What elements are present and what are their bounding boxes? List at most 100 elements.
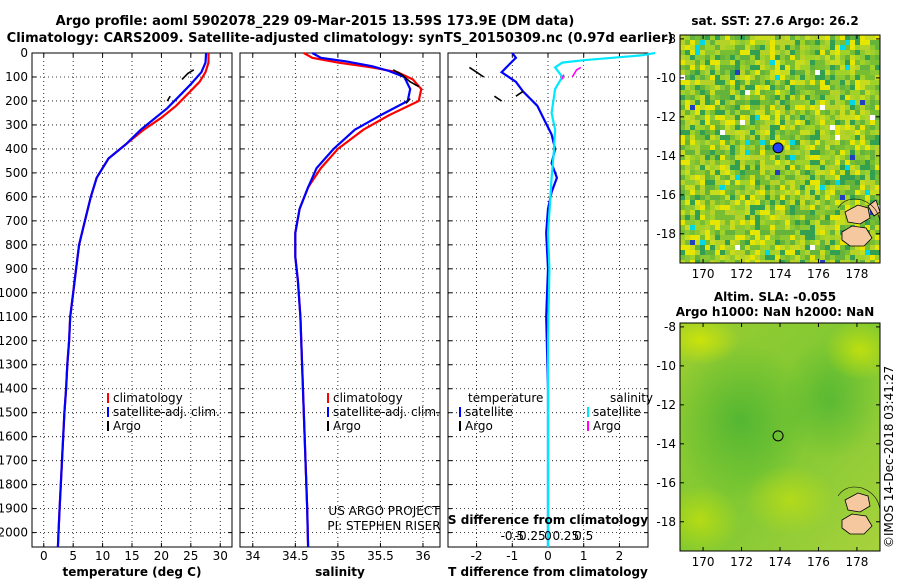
sst-cell	[685, 255, 690, 260]
sst-cell	[775, 50, 780, 55]
sst-cell	[795, 190, 800, 195]
sst-cell	[745, 170, 750, 175]
sst-cell	[740, 225, 745, 230]
sst-cell	[840, 45, 845, 50]
sst-cell	[685, 145, 690, 150]
sst-cell	[700, 130, 705, 135]
sst-cell	[680, 85, 685, 90]
sst-cell	[785, 115, 790, 120]
sst-cell	[780, 160, 785, 165]
sst-cell	[710, 145, 715, 150]
sst-cell	[825, 85, 830, 90]
sst-cell	[685, 195, 690, 200]
sst-cell	[780, 75, 785, 80]
sst-cell	[765, 150, 770, 155]
sst-cell	[685, 190, 690, 195]
sst-cell	[750, 190, 755, 195]
sst-cell	[730, 90, 735, 95]
sst-cell	[855, 60, 860, 65]
sst-cell	[875, 250, 880, 255]
map-x-tick-label: 172	[730, 267, 753, 281]
sst-cell	[740, 120, 745, 125]
sst-cell	[810, 260, 815, 263]
sst-cell	[800, 100, 805, 105]
sst-cell	[725, 180, 730, 185]
sst-cell	[840, 90, 845, 95]
sst-cell	[750, 260, 755, 263]
sst-cell	[815, 260, 820, 263]
sst-cell	[865, 190, 870, 195]
sst-cell	[825, 210, 830, 215]
sst-cell	[850, 95, 855, 100]
sst-cell	[715, 175, 720, 180]
sst-cell	[790, 150, 795, 155]
sst-cell	[750, 90, 755, 95]
sst-cell	[865, 165, 870, 170]
sst-cell	[860, 60, 865, 65]
sst-cell	[815, 150, 820, 155]
sst-cell	[815, 165, 820, 170]
sst-cell	[770, 180, 775, 185]
sst-cell	[765, 170, 770, 175]
sst-cell	[685, 35, 690, 40]
sst-cell	[870, 230, 875, 235]
sst-cell	[845, 50, 850, 55]
sst-cell	[850, 155, 855, 160]
sst-cell	[845, 75, 850, 80]
sst-cell	[835, 200, 840, 205]
sst-cell	[860, 85, 865, 90]
sst-cell	[760, 60, 765, 65]
sst-cell	[800, 250, 805, 255]
legend-label: satellite	[465, 405, 513, 419]
sst-cell	[830, 170, 835, 175]
sst-cell	[685, 220, 690, 225]
sst-cell	[845, 40, 850, 45]
sst-cell	[755, 195, 760, 200]
sst-cell	[745, 225, 750, 230]
sst-cell	[725, 170, 730, 175]
sst-cell	[730, 235, 735, 240]
sst-cell	[700, 180, 705, 185]
sst-cell	[835, 165, 840, 170]
sst-cell	[825, 35, 830, 40]
sst-cell	[820, 175, 825, 180]
reef-outline	[837, 486, 880, 511]
sst-cell	[735, 240, 740, 245]
sst-cell	[790, 40, 795, 45]
sst-cell	[710, 225, 715, 230]
sst-cell	[800, 120, 805, 125]
sst-cell	[705, 235, 710, 240]
sst-cell	[755, 140, 760, 145]
sst-cell	[855, 95, 860, 100]
sst-cell	[845, 120, 850, 125]
sst-cell	[805, 165, 810, 170]
sst-cell	[875, 90, 880, 95]
sst-cell	[820, 155, 825, 160]
sst-cell	[860, 170, 865, 175]
series-line-argo	[405, 98, 411, 104]
sst-cell	[765, 65, 770, 70]
sst-cell	[765, 135, 770, 140]
sst-cell	[730, 150, 735, 155]
sst-cell	[755, 55, 760, 60]
sst-cell	[730, 130, 735, 135]
sst-cell	[695, 95, 700, 100]
sst-cell	[740, 35, 745, 40]
sst-cell	[680, 215, 685, 220]
argo-position-marker	[772, 142, 784, 154]
sst-cell	[810, 225, 815, 230]
sst-cell	[815, 100, 820, 105]
sst-cell	[800, 170, 805, 175]
sst-cell	[790, 220, 795, 225]
sst-cell	[835, 125, 840, 130]
sst-cell	[740, 255, 745, 260]
sst-cell	[845, 55, 850, 60]
sst-cell	[865, 135, 870, 140]
sst-cell	[760, 95, 765, 100]
sst-cell	[860, 65, 865, 70]
sst-cell	[785, 110, 790, 115]
sst-cell	[690, 170, 695, 175]
sst-cell	[715, 230, 720, 235]
legend-label: Argo	[113, 419, 141, 433]
sst-cell	[750, 65, 755, 70]
